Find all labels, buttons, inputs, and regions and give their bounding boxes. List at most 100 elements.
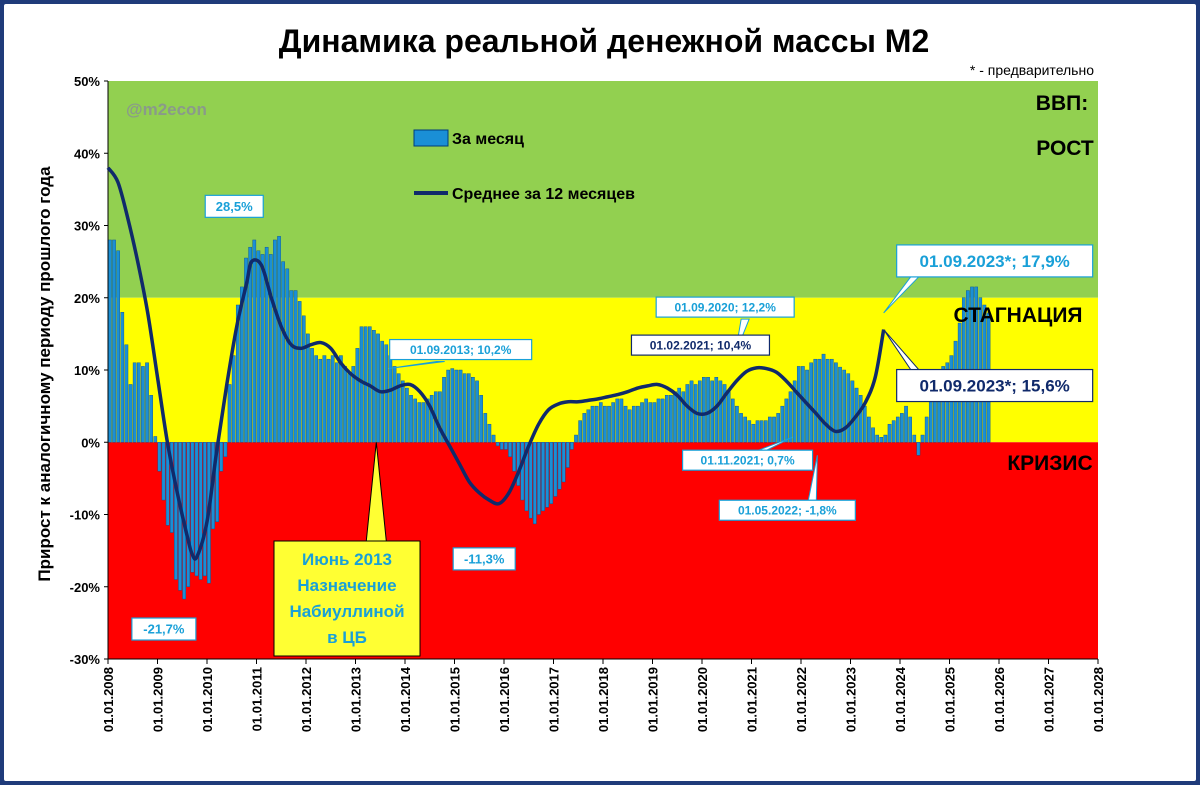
bar-208 xyxy=(966,290,970,443)
bar-175 xyxy=(829,358,834,443)
bar-42 xyxy=(281,261,285,443)
x-tick-label-20: 01.01.2028 xyxy=(1091,667,1106,732)
y-tick-label-5: 0% xyxy=(81,435,100,450)
bar-210 xyxy=(974,286,978,443)
x-tick-label-2: 01.01.2010 xyxy=(200,667,215,732)
bar-164 xyxy=(784,398,789,443)
average-line-layer xyxy=(106,166,886,561)
bar-130 xyxy=(644,398,648,443)
bar-156 xyxy=(751,423,756,443)
bar-70 xyxy=(396,373,401,443)
bar-104 xyxy=(537,442,541,515)
bar-113 xyxy=(574,434,578,443)
bar-122 xyxy=(611,402,615,443)
x-tick-label-17: 01.01.2025 xyxy=(943,667,958,732)
bar-149 xyxy=(722,384,727,443)
x-tick-label-14: 01.01.2022 xyxy=(794,667,809,732)
bar-101 xyxy=(524,442,529,512)
bar-172 xyxy=(817,358,822,443)
bar-43 xyxy=(285,268,290,443)
x-tick-label-6: 01.01.2014 xyxy=(398,666,413,732)
bar-94 xyxy=(495,442,500,447)
bar-81 xyxy=(442,377,446,443)
bar-3 xyxy=(120,312,125,443)
bar-40 xyxy=(273,239,277,443)
bar-4 xyxy=(124,344,129,443)
bar-112 xyxy=(570,442,574,450)
bar-137 xyxy=(673,391,677,443)
y-axis-label: Прирост к аналогичному периоду прошлого … xyxy=(35,166,54,582)
bar-83 xyxy=(450,368,455,443)
bar-21 xyxy=(194,442,199,577)
callout-line-1: Назначение xyxy=(297,576,396,595)
bar-111 xyxy=(565,442,570,468)
bar-13 xyxy=(161,442,166,501)
bar-155 xyxy=(747,420,752,443)
bar-45 xyxy=(293,290,298,443)
bar-89 xyxy=(475,380,479,443)
data-label-2: -11,3% xyxy=(464,552,505,567)
bar-182 xyxy=(858,395,863,443)
bar-198 xyxy=(924,416,929,443)
bar-91 xyxy=(483,413,488,443)
average-line xyxy=(106,166,886,561)
preliminary-note: * - предварительно xyxy=(970,62,1094,78)
bar-100 xyxy=(520,442,525,501)
chart-title: Динамика реальной денежной массы М2 xyxy=(279,23,929,59)
bar-145 xyxy=(706,377,710,443)
bar-0 xyxy=(108,239,112,443)
bar-131 xyxy=(648,402,653,443)
label-box-0 xyxy=(204,194,264,218)
bar-140 xyxy=(685,384,690,443)
bar-209 xyxy=(970,286,974,443)
bar-170 xyxy=(809,362,813,443)
legend-bar-label: За месяц xyxy=(452,131,524,148)
bar-163 xyxy=(780,405,785,443)
bar-177 xyxy=(838,366,842,443)
zone-label-stagnation: СТАГНАЦИЯ xyxy=(953,304,1082,327)
bar-61 xyxy=(359,326,364,443)
bar-197 xyxy=(920,434,925,443)
bar-2 xyxy=(116,250,120,443)
x-tick-label-15: 01.01.2023 xyxy=(844,667,859,732)
bar-84 xyxy=(454,369,459,443)
bar-174 xyxy=(825,358,830,443)
bar-27 xyxy=(219,442,224,472)
bar-28 xyxy=(223,442,228,457)
bar-47 xyxy=(301,315,306,443)
bar-69 xyxy=(392,366,397,443)
label-box-7 xyxy=(718,499,856,521)
x-tick-label-16: 01.01.2024 xyxy=(893,666,908,732)
bar-88 xyxy=(471,377,475,443)
bar-33 xyxy=(244,257,248,443)
bar-67 xyxy=(384,344,389,443)
axes: 50% 40% 30% 20% 10% 0% -10% -20% -30%01.01.2008 0… xyxy=(70,74,1106,732)
bar-9 xyxy=(145,362,149,443)
y-tick-label-1: 40% xyxy=(74,146,100,161)
label-box-8 xyxy=(896,244,1094,278)
bar-107 xyxy=(549,442,554,504)
bar-124 xyxy=(619,398,624,443)
bar-95 xyxy=(499,442,504,450)
y-tick-label-7: -20% xyxy=(70,580,101,595)
bar-96 xyxy=(504,442,508,450)
bar-90 xyxy=(479,395,483,443)
label-pointer-3 xyxy=(388,361,445,370)
bar-71 xyxy=(400,380,405,443)
bar-123 xyxy=(615,398,620,443)
bar-178 xyxy=(842,369,846,443)
bar-114 xyxy=(578,420,582,443)
bar-12 xyxy=(157,442,162,472)
bar-57 xyxy=(343,366,347,443)
bar-56 xyxy=(339,355,343,443)
bar-129 xyxy=(640,402,644,443)
bar-46 xyxy=(297,301,302,443)
callout-box xyxy=(273,540,421,657)
bar-15 xyxy=(169,442,174,533)
bar-161 xyxy=(772,416,776,443)
x-tick-label-1: 01.01.2009 xyxy=(151,667,166,732)
data-label-1: -21,7% xyxy=(143,622,185,637)
zone-band-2 xyxy=(108,442,1098,659)
bar-38 xyxy=(264,246,269,443)
bar-193 xyxy=(904,405,908,443)
